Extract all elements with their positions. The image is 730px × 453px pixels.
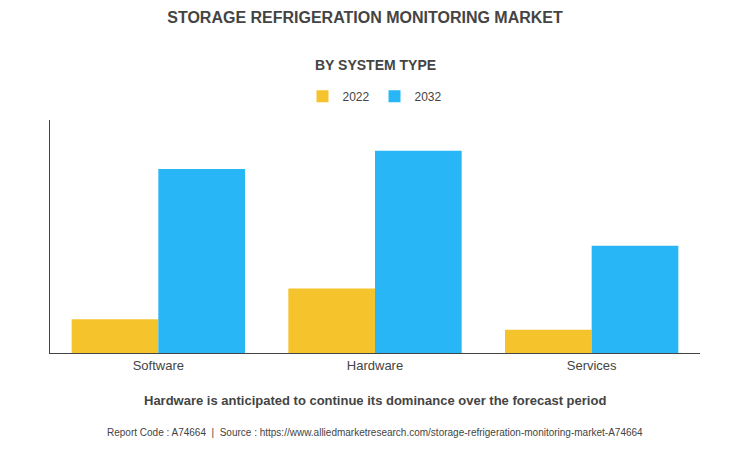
svg-text:Services: Services: [567, 358, 617, 373]
svg-text:2022: 2022: [343, 90, 370, 104]
svg-text:Software: Software: [133, 358, 184, 373]
svg-text:Hardware is anticipated to con: Hardware is anticipated to continue its …: [144, 393, 606, 408]
svg-text:BY SYSTEM TYPE: BY SYSTEM TYPE: [315, 57, 436, 73]
svg-text:2032: 2032: [415, 90, 442, 104]
svg-text:STORAGE REFRIGERATION MONITORI: STORAGE REFRIGERATION MONITORING MARKET: [167, 9, 563, 26]
svg-text:Hardware: Hardware: [347, 358, 403, 373]
svg-text:Report Code : A74664 | Sourc: Report Code : A74664 | Source : https://…: [107, 427, 643, 438]
